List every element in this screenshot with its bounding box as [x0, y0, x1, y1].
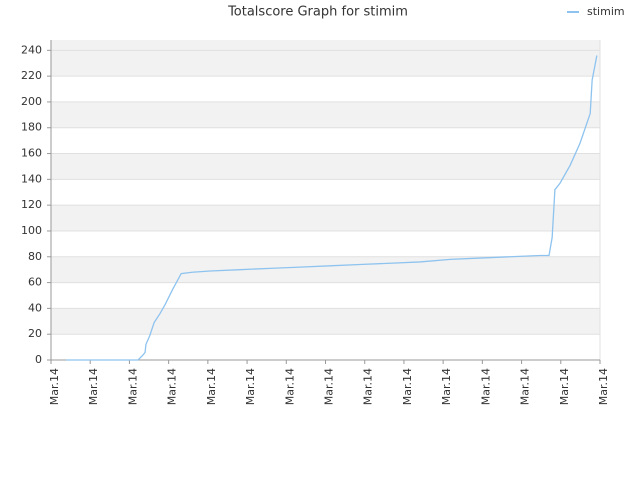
data-line	[65, 55, 598, 361]
y-tick-label: 140	[21, 172, 42, 185]
y-tick-label: 0	[35, 353, 42, 366]
x-tick-label: Mar.14	[597, 368, 610, 405]
x-tick-label: Mar.14	[440, 368, 453, 405]
grid-band	[51, 50, 600, 77]
grid-band	[51, 205, 600, 231]
x-tick-label: Mar.14	[244, 368, 257, 405]
x-tick-label: Mar.14	[401, 368, 414, 405]
y-tick-label: 160	[21, 147, 42, 160]
y-tick-label: 80	[28, 250, 42, 263]
y-tick-label: 200	[21, 95, 42, 108]
x-tick-label: Mar.14	[519, 368, 532, 405]
grid-band	[51, 308, 600, 335]
y-tick-label: 120	[21, 198, 42, 211]
x-tick-label: Mar.14	[166, 368, 179, 405]
x-tick-label: Mar.14	[205, 368, 218, 405]
x-tick-label: Mar.14	[48, 368, 61, 405]
y-tick-label: 100	[21, 224, 42, 237]
grid-band	[51, 40, 600, 51]
y-tick-label: 180	[21, 121, 42, 134]
y-tick-label: 40	[28, 301, 42, 314]
grid-band	[51, 101, 600, 128]
grid-band	[51, 153, 600, 180]
y-tick-label: 240	[21, 43, 42, 56]
x-tick-label: Mar.14	[323, 368, 336, 405]
x-tick-label: Mar.14	[362, 368, 375, 405]
y-tick-label: 20	[28, 327, 42, 340]
x-tick-label: Mar.14	[558, 368, 571, 405]
grid-band	[51, 256, 600, 283]
y-tick-label: 60	[28, 276, 42, 289]
plot-area	[51, 40, 600, 360]
y-tick-label: 220	[21, 69, 42, 82]
x-tick-label: Mar.14	[87, 368, 100, 405]
x-tick-label: Mar.14	[126, 368, 139, 405]
x-tick-label: Mar.14	[479, 368, 492, 405]
x-tick-label: Mar.14	[283, 368, 296, 405]
chart-title: Totalscore Graph for stimim	[227, 5, 408, 20]
legend-label: stimim	[587, 5, 625, 18]
